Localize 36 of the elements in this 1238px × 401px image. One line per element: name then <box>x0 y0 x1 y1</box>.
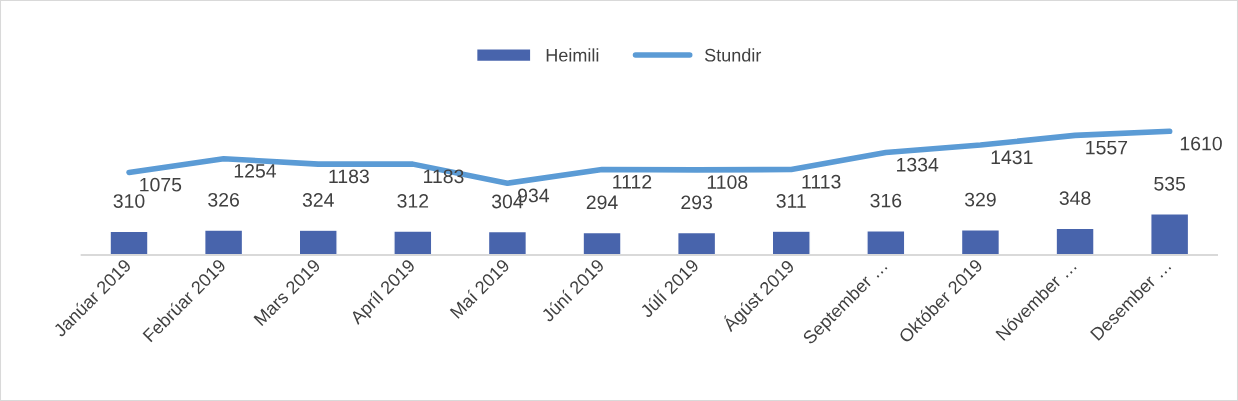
data-label: 310 <box>113 194 145 208</box>
data-label: 1183 <box>424 169 464 184</box>
data-label: 1610 <box>1180 136 1222 151</box>
data-label: 329 <box>964 192 996 207</box>
data-label: 293 <box>681 195 712 210</box>
data-label: 1334 <box>897 157 939 172</box>
data-label: 1431 <box>991 150 1033 165</box>
bar <box>960 229 1001 256</box>
data-label: 1075 <box>140 177 182 192</box>
data-label: 1108 <box>707 175 748 189</box>
data-label: 1113 <box>802 174 841 189</box>
data-label: 348 <box>1059 191 1091 205</box>
data-label: 1557 <box>1086 140 1128 155</box>
bar <box>109 230 149 256</box>
legend-label: Heimili <box>546 48 599 62</box>
data-label: 316 <box>870 193 902 208</box>
data-label: 312 <box>397 194 429 208</box>
bar <box>1055 227 1095 256</box>
bar <box>487 230 528 256</box>
bar <box>677 231 717 256</box>
bar <box>866 230 906 256</box>
bar <box>298 229 338 256</box>
data-label: 1183 <box>329 169 369 184</box>
bar <box>203 229 244 256</box>
data-label: 324 <box>302 193 334 207</box>
data-label: 326 <box>208 192 239 207</box>
bar <box>771 230 811 256</box>
data-label: 1254 <box>234 164 277 178</box>
legend-label: Stundir <box>704 48 762 62</box>
bar <box>582 231 622 256</box>
bar <box>1150 213 1190 256</box>
bar <box>393 230 433 256</box>
data-label: 1112 <box>613 174 652 189</box>
data-label: 535 <box>1154 176 1186 191</box>
data-label: 311 <box>776 194 806 208</box>
data-label: 294 <box>586 195 618 210</box>
